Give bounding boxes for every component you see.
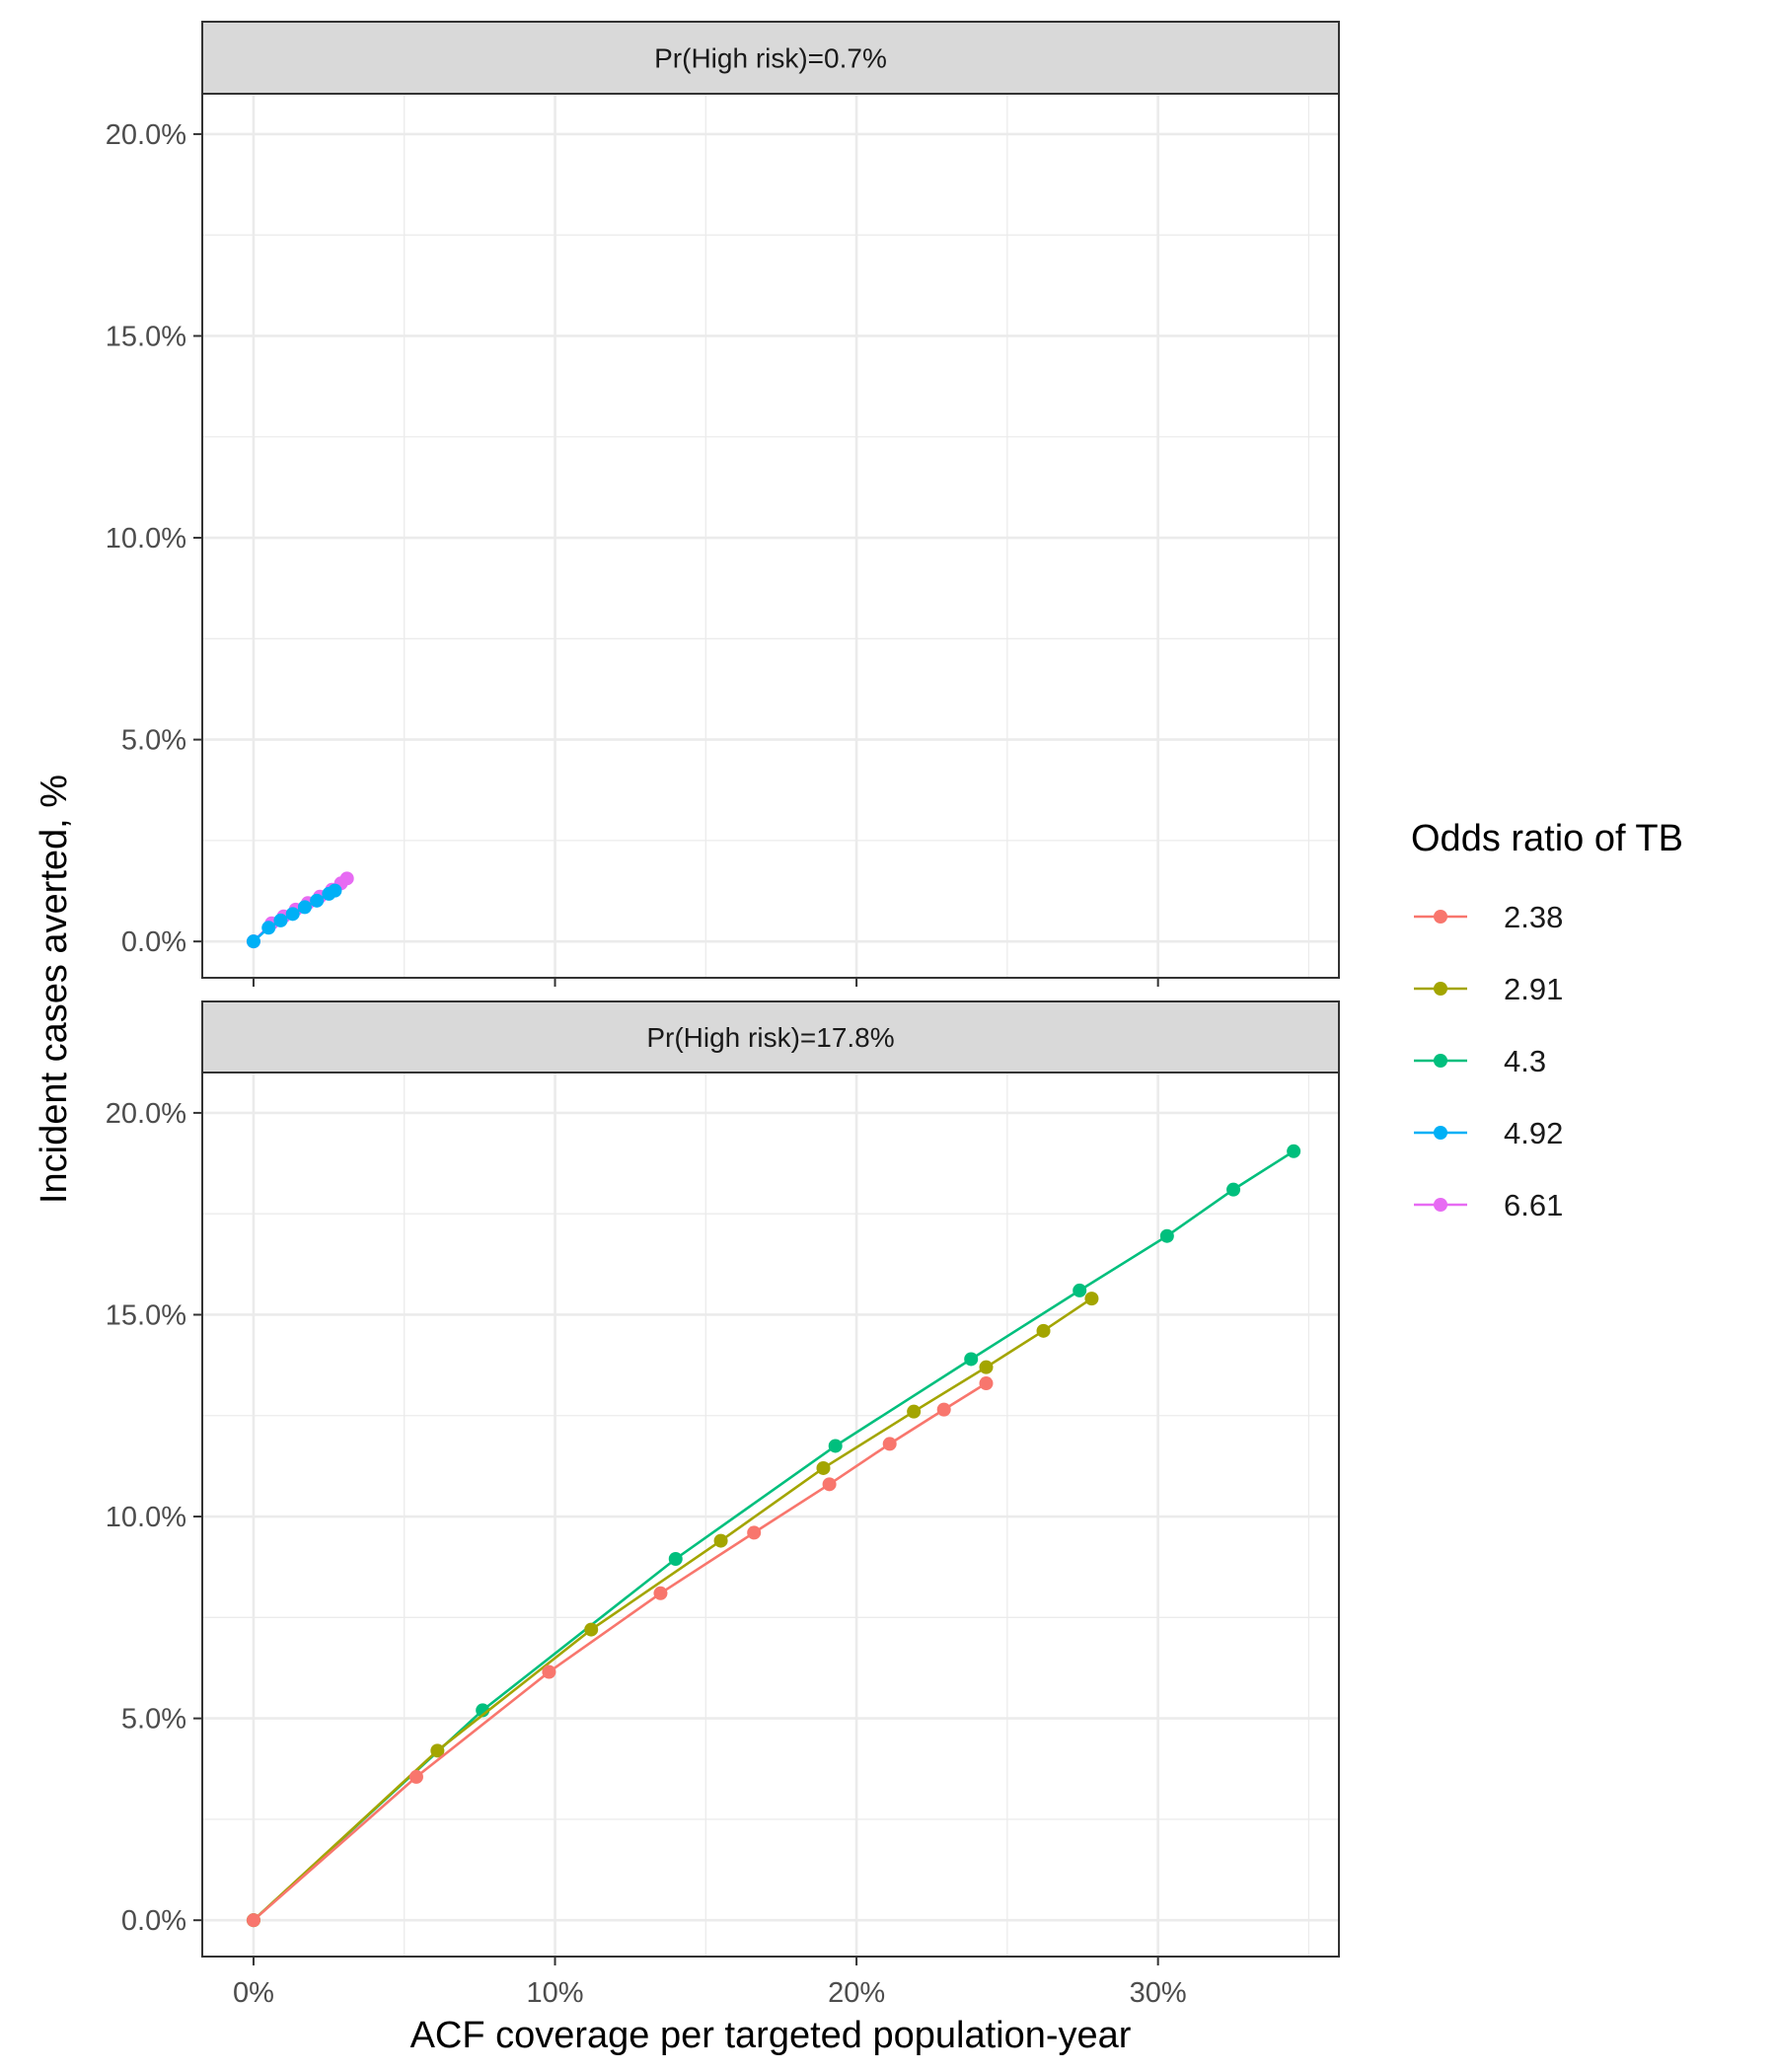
legend-key-point <box>1434 910 1447 924</box>
series-4.3 <box>246 1144 1301 1928</box>
y-tick-label: 15.0% <box>106 321 186 352</box>
legend-label: 6.61 <box>1504 1188 1563 1222</box>
data-point <box>747 1525 762 1540</box>
legend-item-4.92: 4.92 <box>1414 1116 1563 1150</box>
data-point <box>822 1477 837 1492</box>
data-point <box>310 893 325 908</box>
legend: Odds ratio of TB 2.38 2.91 4.3 4.92 6.61 <box>1411 818 1683 1222</box>
data-point <box>713 1533 728 1548</box>
data-point <box>246 934 260 949</box>
data-point <box>668 1552 683 1567</box>
x-tick-label: 10% <box>526 1977 583 2009</box>
legend-label: 2.91 <box>1504 972 1563 1006</box>
legend-label: 4.92 <box>1504 1116 1563 1150</box>
legend-title: Odds ratio of TB <box>1411 818 1683 859</box>
data-point <box>1159 1228 1174 1243</box>
data-point <box>828 1439 843 1453</box>
series-2.91 <box>246 1292 1099 1928</box>
facet-strip-label: Pr(High risk)=17.8% <box>646 1022 894 1053</box>
legend-item-4.3: 4.3 <box>1414 1044 1546 1078</box>
data-point <box>979 1376 994 1391</box>
y-tick-label: 0.0% <box>121 926 186 958</box>
data-point <box>273 913 288 927</box>
data-point <box>816 1460 831 1475</box>
data-point <box>1036 1323 1051 1338</box>
legend-item-6.61: 6.61 <box>1414 1188 1563 1222</box>
data-point <box>261 921 276 935</box>
legend-key-point <box>1434 982 1447 996</box>
y-tick-label: 5.0% <box>121 725 186 757</box>
data-point <box>1226 1182 1241 1197</box>
data-point <box>246 1913 260 1928</box>
data-point <box>882 1437 897 1451</box>
y-axis-title: Incident cases averted, % <box>34 775 75 1204</box>
panel-background <box>202 1073 1339 1957</box>
legend-key-point <box>1434 1198 1447 1212</box>
y-tick-label: 0.0% <box>121 1905 186 1937</box>
series-4.92 <box>246 883 342 949</box>
chart-panels: Pr(High risk)=0.7% 0.0% 5.0% 10.0% 15.0% 20.0… <box>106 21 1340 2009</box>
legend-item-2.91: 2.91 <box>1414 972 1563 1006</box>
x-tick-label: 0% <box>233 1977 274 2009</box>
data-point <box>542 1665 556 1679</box>
data-point <box>1287 1144 1301 1158</box>
panel-background <box>202 94 1339 978</box>
facet-strip <box>201 1000 1340 1073</box>
legend-key-point <box>1434 1126 1447 1140</box>
legend-label: 2.38 <box>1504 900 1563 934</box>
y-tick-label: 10.0% <box>106 523 186 555</box>
legend-item-2.38: 2.38 <box>1414 900 1563 934</box>
data-point <box>328 883 342 898</box>
panel-1: Pr(High risk)=0.7% 0.0% 5.0% 10.0% 15.0% 20.0… <box>106 21 1340 987</box>
data-point <box>408 1769 423 1784</box>
y-tick-label: 10.0% <box>106 1502 186 1533</box>
x-tick-label: 30% <box>1130 1977 1187 2009</box>
data-point <box>653 1586 668 1600</box>
panel-2: Pr(High risk)=17.8% 0.0% 5.0% 10.0% 15.0% 20.… <box>106 1000 1340 2009</box>
data-point <box>979 1360 994 1374</box>
legend-label: 4.3 <box>1504 1044 1546 1078</box>
x-tick-label: 20% <box>828 1977 885 2009</box>
y-tick-label: 15.0% <box>106 1299 186 1331</box>
data-point <box>964 1352 979 1367</box>
legend-key-point <box>1434 1054 1447 1068</box>
data-point <box>339 871 354 886</box>
y-tick-label: 20.0% <box>106 1098 186 1130</box>
facet-strip-label: Pr(High risk)=0.7% <box>654 43 887 74</box>
chart-axes: ACF coverage per targeted population-yea… <box>34 775 1132 2056</box>
facet-strip <box>201 21 1340 95</box>
data-point <box>936 1402 951 1417</box>
data-point <box>430 1743 445 1758</box>
data-point <box>297 900 312 915</box>
series-2.38 <box>246 1376 994 1928</box>
y-tick-label: 20.0% <box>106 119 186 151</box>
data-point <box>584 1622 599 1637</box>
x-axis-title: ACF coverage per targeted population-yea… <box>410 2015 1132 2056</box>
y-tick-label: 5.0% <box>121 1704 186 1736</box>
data-point <box>285 907 300 922</box>
data-point <box>907 1404 922 1419</box>
data-point <box>1073 1283 1087 1297</box>
data-point <box>1084 1292 1099 1306</box>
